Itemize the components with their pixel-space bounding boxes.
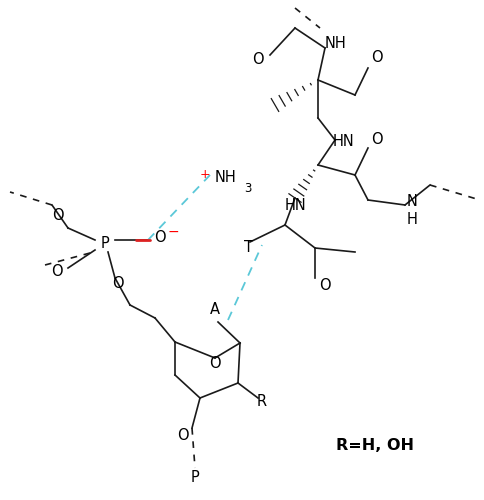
Text: O: O: [177, 428, 189, 442]
Text: +: +: [200, 168, 211, 181]
Text: HN: HN: [332, 134, 354, 150]
Text: A: A: [210, 302, 220, 318]
Text: −: −: [167, 225, 179, 239]
Text: O: O: [371, 50, 383, 66]
Text: R=H, OH: R=H, OH: [336, 438, 414, 452]
Text: O: O: [371, 132, 383, 148]
Text: O: O: [252, 52, 264, 68]
Text: 3: 3: [244, 182, 252, 194]
Text: O: O: [112, 276, 124, 291]
Text: NH: NH: [324, 36, 346, 52]
Text: HN: HN: [284, 198, 306, 212]
Text: NH: NH: [214, 170, 236, 186]
Text: T: T: [243, 240, 253, 256]
Text: P: P: [101, 236, 109, 250]
Text: R: R: [257, 394, 267, 409]
Text: N: N: [407, 194, 417, 210]
Text: O: O: [154, 230, 166, 246]
Text: O: O: [52, 208, 64, 222]
Text: O: O: [209, 356, 221, 370]
Text: P: P: [191, 470, 199, 486]
Text: O: O: [51, 264, 63, 280]
Text: H: H: [407, 212, 417, 228]
Text: O: O: [319, 278, 331, 292]
